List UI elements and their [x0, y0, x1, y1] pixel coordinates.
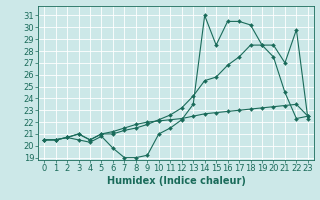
X-axis label: Humidex (Indice chaleur): Humidex (Indice chaleur)	[107, 176, 245, 186]
